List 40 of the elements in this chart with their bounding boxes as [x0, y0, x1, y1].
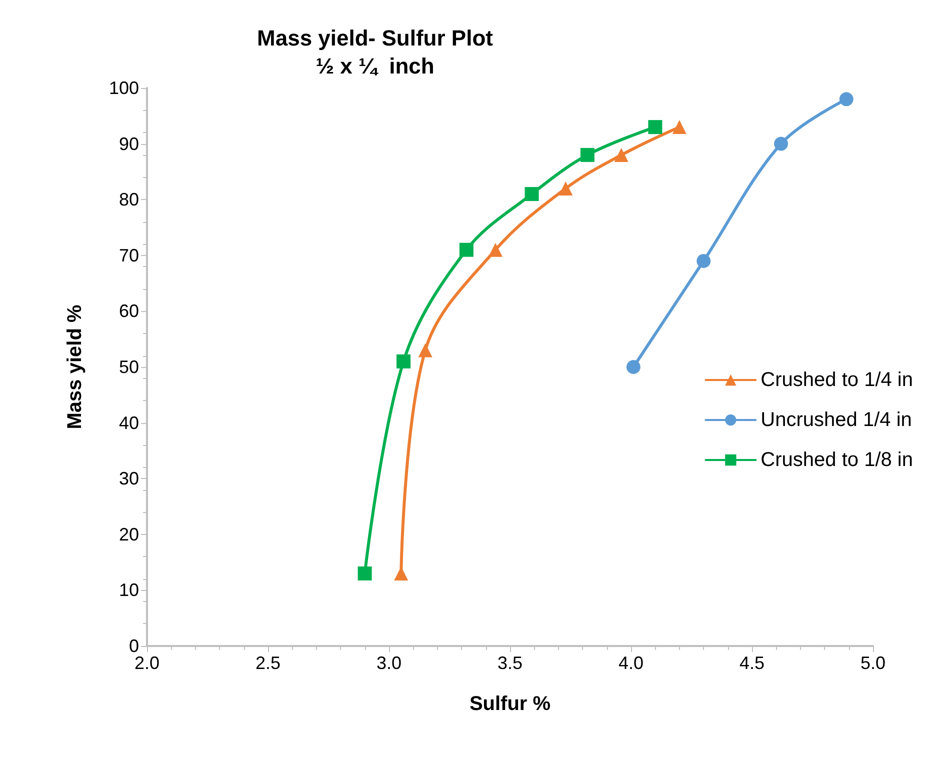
point	[558, 181, 573, 196]
x-tick-label: 3.5	[497, 653, 523, 673]
y-tick-label: 40	[118, 412, 139, 433]
point	[614, 148, 628, 162]
point	[839, 92, 854, 106]
y-tick-label: 20	[118, 524, 139, 544]
y-tick-label: 50	[118, 357, 139, 377]
x-tick-label: 4.0	[618, 653, 644, 673]
y-tick-label: 100	[108, 78, 139, 98]
y-tick-label: 90	[118, 134, 139, 154]
point	[648, 120, 662, 134]
legend-label: Crushed to 1/4 in	[760, 369, 914, 391]
chart-title: Mass yield- Sulfur Plot	[257, 26, 494, 50]
chart-subtitle: ½ x ¼ inch	[316, 54, 434, 78]
point	[488, 242, 502, 257]
y-tick-label: 60	[118, 301, 139, 322]
x-tick-label: 3.0	[376, 653, 402, 673]
y-tick-label: 70	[118, 245, 139, 266]
point	[524, 187, 539, 202]
point	[396, 354, 411, 368]
y-tick-label: 80	[118, 190, 139, 210]
legend-label: Uncrushed 1/4 in	[760, 409, 912, 431]
y-tick-label: 0	[128, 636, 139, 656]
point	[358, 566, 372, 580]
point	[459, 242, 474, 257]
x-tick-label: 2.5	[255, 653, 281, 673]
point	[626, 360, 640, 374]
point	[672, 120, 686, 134]
y-tick-label: 30	[118, 468, 139, 489]
point	[418, 343, 432, 358]
y-axis-title: Mass yield %	[64, 304, 86, 430]
x-tick-label: 2.0	[134, 653, 160, 673]
x-tick-label: 4.5	[739, 653, 765, 673]
y-tick-label: 10	[118, 580, 139, 600]
point	[696, 254, 711, 268]
x-tick-label: 5.0	[860, 653, 886, 673]
point	[580, 148, 594, 162]
point	[774, 136, 788, 151]
x-axis-title: Sulfur %	[469, 693, 551, 715]
legend-label: Crushed to 1/8 in	[760, 449, 914, 471]
